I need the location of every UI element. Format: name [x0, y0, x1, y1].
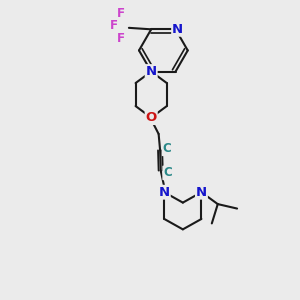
- Text: F: F: [117, 7, 124, 20]
- Text: O: O: [146, 111, 157, 124]
- Text: N: N: [159, 186, 170, 199]
- Text: C: C: [163, 167, 172, 179]
- Text: N: N: [146, 65, 157, 78]
- Text: F: F: [117, 32, 124, 45]
- Text: C: C: [163, 142, 171, 155]
- Text: N: N: [196, 186, 207, 199]
- Text: N: N: [172, 23, 183, 36]
- Text: F: F: [110, 19, 117, 32]
